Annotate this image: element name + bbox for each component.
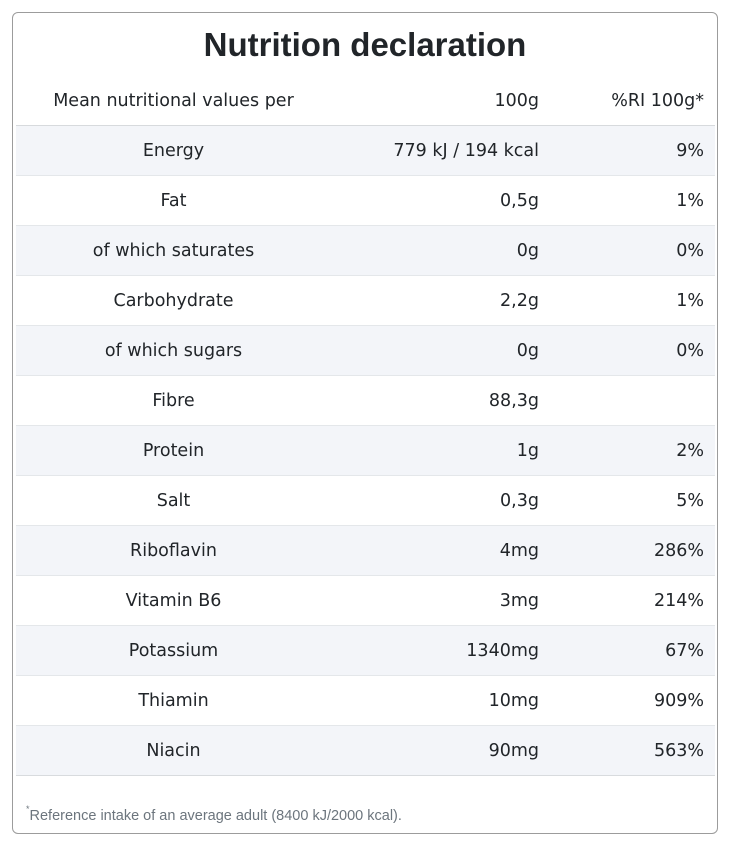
nutrient-value: 0g [516,241,539,261]
nutrient-ri: 0% [676,241,704,261]
footnote-text: Reference intake of an average adult (84… [29,807,402,824]
nutrient-name: Riboflavin [130,541,217,561]
nutrient-ri: 1% [676,291,704,311]
nutrient-value: 0,3g [500,491,539,511]
page-title: Nutrition declaration [203,26,527,63]
nutrient-value: 0,5g [500,191,539,211]
nutrition-card: Nutrition declaration Mean nutritional v… [12,12,718,834]
table-row: Riboflavin 4mg 286% [16,526,715,576]
table-row: Carbohydrate 2,2g 1% [16,276,715,326]
nutrient-name: Fat [160,191,187,211]
table-row: of which sugars 0g 0% [16,326,715,376]
nutrient-name: Salt [156,491,191,511]
nutrient-name: Potassium [128,641,219,661]
nutrient-value: 90mg [488,741,539,761]
nutrient-name: Protein [142,441,205,461]
nutrient-value: 779 kJ / 194 kcal [393,141,539,161]
nutrient-value: 1340mg [466,641,539,661]
table-row: Salt 0,3g 5% [16,476,715,526]
nutrient-name: Carbohydrate [113,291,234,311]
table-row: Potassium 1340mg 67% [16,626,715,676]
nutrient-ri: 2% [676,441,704,461]
nutrient-ri: 909% [653,691,704,711]
nutrient-value: 4mg [499,541,539,561]
nutrient-ri: 563% [653,741,704,761]
nutrient-name: Niacin [146,741,201,761]
header-ri: %RI 100g* [611,91,704,111]
nutrient-ri [556,376,704,425]
footnote-marker: * [26,804,30,814]
nutrient-name: Vitamin B6 [125,591,222,611]
nutrient-ri: 5% [676,491,704,511]
nutrient-value: 3mg [499,591,539,611]
nutrition-table: Mean nutritional values per 100g %RI 100… [16,77,715,776]
nutrient-value: 88,3g [488,391,539,411]
table-row: Fat 0,5g 1% [16,176,715,226]
table-row: Vitamin B6 3mg 214% [16,576,715,626]
nutrient-ri: 1% [676,191,704,211]
nutrient-ri: 214% [653,591,704,611]
nutrient-name: Energy [142,141,205,161]
nutrient-value: 1g [516,441,539,461]
header-per-100g: 100g [494,91,539,111]
nutrient-ri: 67% [665,641,704,661]
table-row: Niacin 90mg 563% [16,726,715,776]
nutrient-ri: 9% [676,141,704,161]
header-nutrient: Mean nutritional values per [53,91,294,111]
nutrient-ri: 286% [653,541,704,561]
nutrient-name: Fibre [152,391,195,411]
reference-intake-footnote: *Reference intake of an average adult (8… [26,804,402,824]
nutrient-ri: 0% [676,341,704,361]
table-header-row: Mean nutritional values per 100g %RI 100… [16,77,715,126]
nutrient-name: of which sugars [104,341,243,361]
nutrient-value: 10mg [488,691,539,711]
table-row: Energy 779 kJ / 194 kcal 9% [16,126,715,176]
table-row: Fibre 88,3g [16,376,715,426]
table-row: of which saturates 0g 0% [16,226,715,276]
nutrient-value: 0g [516,341,539,361]
table-row: Protein 1g 2% [16,426,715,476]
nutrient-name: of which saturates [92,241,255,261]
table-row: Thiamin 10mg 909% [16,676,715,726]
nutrient-name: Thiamin [138,691,209,711]
nutrient-value: 2,2g [500,291,539,311]
